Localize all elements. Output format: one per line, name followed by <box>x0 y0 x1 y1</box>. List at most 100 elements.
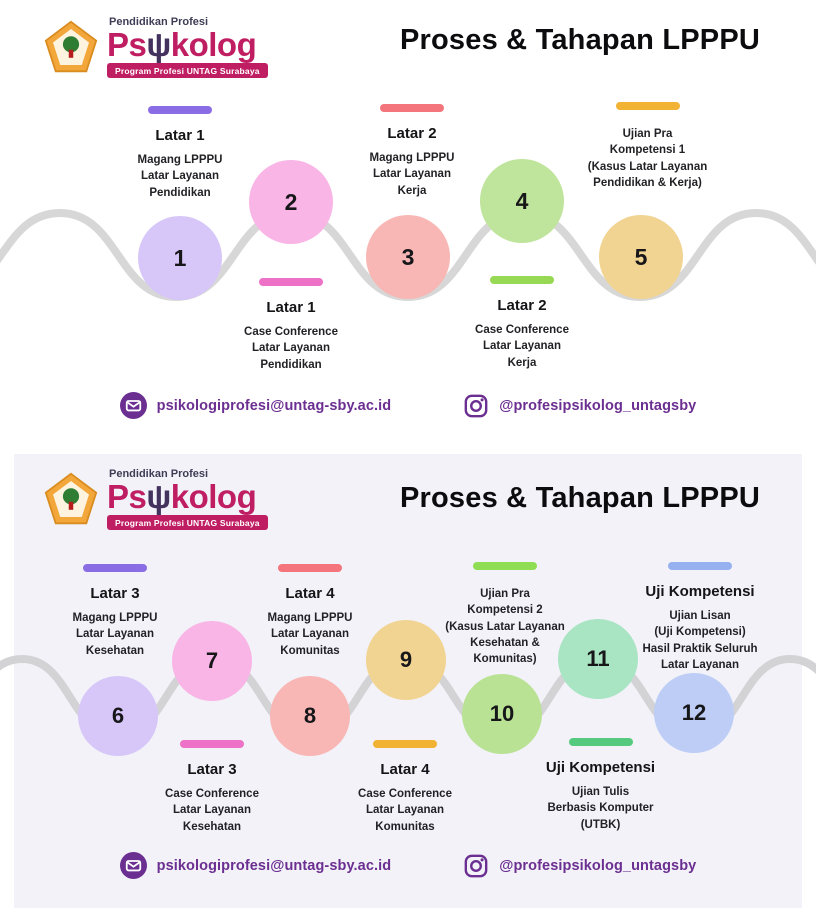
logo-tagline-top: Pendidikan Profesi <box>109 468 209 480</box>
email-text: psikologiprofesi@untag-sby.ac.id <box>156 397 392 414</box>
step-number: 10 <box>489 701 515 726</box>
logo-tagline-bottom: Program Profesi UNTAG Surabaya <box>107 63 268 78</box>
logo-tagline-top: Pendidikan Profesi <box>109 16 209 28</box>
step-label-body: Case Conference Latar Layanan Komunitas <box>358 788 452 833</box>
psi-symbol-icon: ψ <box>146 26 171 63</box>
step-label-top-5: Ujian Pra Kompetensi 1 (Kasus Latar Laya… <box>550 102 745 191</box>
step-label-bottom-9: Latar 4 Case Conference Latar Layanan Ko… <box>320 740 490 835</box>
step-circle-8: 8 <box>270 676 350 756</box>
step-number: 4 <box>515 187 529 214</box>
envelope-icon <box>119 852 147 879</box>
brand-logo: Pendidikan Profesi Ps ψ kolog Program Prof… <box>44 16 268 78</box>
logo-brand-name: Ps ψ kolog <box>107 480 268 513</box>
accent-bar <box>615 102 680 110</box>
email-contact[interactable]: psikologiprofesi@untag-sby.ac.id <box>119 392 392 419</box>
page-title: Proses & Tahapan LPPPU <box>399 482 761 514</box>
step-number: 9 <box>399 647 413 672</box>
step-label-body: Ujian Tulis Berbasis Komputer (UTBK) <box>547 786 654 831</box>
step-circle-7: 7 <box>172 621 252 701</box>
email-contact[interactable]: psikologiprofesi@untag-sby.ac.id <box>119 852 392 879</box>
infographic-panel-1: Pendidikan Profesi Ps ψ kolog Program Prof… <box>0 0 816 452</box>
step-circle-10: 10 <box>462 674 542 754</box>
instagram-contact[interactable]: @profesipsikolog_untagsby <box>463 393 696 419</box>
accent-bar <box>568 738 633 746</box>
step-circle-2: 2 <box>249 160 333 244</box>
contact-footer: psikologiprofesi@untag-sby.ac.id @profes… <box>0 852 816 879</box>
logo-brand-name: Ps ψ kolog <box>107 28 268 61</box>
step-number: 12 <box>681 700 707 725</box>
infographic-panel-2: Pendidikan Profesi Ps ψ kolog Program Prof… <box>0 452 816 908</box>
step-label-body: Magang LPPPU Latar Layanan Kesehatan <box>72 612 158 657</box>
instagram-text: @profesipsikolog_untagsby <box>499 397 697 414</box>
step-label-title: Latar 1 <box>155 127 205 144</box>
step-number: 5 <box>634 243 648 270</box>
logo-tagline-bottom: Program Profesi UNTAG Surabaya <box>107 515 268 530</box>
step-circle-6: 6 <box>78 676 158 756</box>
instagram-icon <box>464 854 488 877</box>
untag-crest-icon <box>44 472 98 525</box>
contact-footer: psikologiprofesi@untag-sby.ac.id @profes… <box>0 392 816 419</box>
step-circle-4: 4 <box>480 159 564 243</box>
step-label-title: Uji Kompetensi <box>645 583 755 600</box>
step-label-title: Latar 3 <box>90 585 140 602</box>
accent-bar <box>373 740 437 748</box>
step-label-body: Ujian Lisan (Uji Kompetensi) Hasil Prakt… <box>642 610 758 671</box>
step-label-top-1: Latar 1 Magang LPPPU Latar Layanan Pendi… <box>95 106 265 201</box>
instagram-icon <box>464 394 488 417</box>
step-label-body: Case Conference Latar Layanan Pendidikan <box>244 326 338 371</box>
logo-brand-prefix: Ps <box>107 478 147 515</box>
instagram-contact[interactable]: @profesipsikolog_untagsby <box>463 853 696 879</box>
accent-bar <box>259 278 323 286</box>
email-text: psikologiprofesi@untag-sby.ac.id <box>156 857 392 874</box>
step-label-top-12: Uji Kompetensi Ujian Lisan (Uji Kompeten… <box>608 562 792 673</box>
accent-bar <box>380 104 444 112</box>
step-label-body: Magang LPPPU Latar Layanan Kerja <box>369 152 455 197</box>
step-label-top-10: Ujian Pra Kompetensi 2 (Kasus Latar Laya… <box>415 562 595 668</box>
step-number: 3 <box>401 243 415 270</box>
step-label-body: Ujian Pra Kompetensi 2 (Kasus Latar Laya… <box>445 588 565 666</box>
step-circle-11: 11 <box>558 619 638 699</box>
step-label-title: Latar 2 <box>497 297 547 314</box>
step-number: 6 <box>111 703 125 728</box>
accent-bar <box>148 106 212 114</box>
accent-bar <box>278 564 342 572</box>
step-label-title: Latar 3 <box>187 761 237 778</box>
step-label-body: Magang LPPPU Latar Layanan Komunitas <box>267 612 353 657</box>
step-circle-1: 1 <box>138 216 222 300</box>
step-circle-3: 3 <box>366 215 450 299</box>
logo-brand-prefix: Ps <box>107 26 147 63</box>
untag-crest-icon <box>44 20 98 73</box>
step-label-top-6: Latar 3 Magang LPPPU Latar Layanan Keseh… <box>30 564 200 659</box>
step-number: 7 <box>205 648 219 673</box>
step-label-bottom-11: Uji Kompetensi Ujian Tulis Berbasis Komp… <box>513 738 688 833</box>
psi-symbol-icon: ψ <box>146 478 171 515</box>
step-circle-9: 9 <box>366 620 446 700</box>
step-label-title: Latar 1 <box>266 299 316 316</box>
step-label-body: Case Conference Latar Layanan Kerja <box>475 324 569 369</box>
step-label-body: Magang LPPPU Latar Layanan Pendidikan <box>137 154 223 199</box>
step-label-top-3: Latar 2 Magang LPPPU Latar Layanan Kerja <box>327 104 497 199</box>
accent-bar <box>180 740 244 748</box>
step-number: 8 <box>303 703 317 728</box>
logo-brand-suffix: kolog <box>170 478 257 515</box>
envelope-icon <box>119 392 147 419</box>
instagram-text: @profesipsikolog_untagsby <box>499 857 697 874</box>
step-label-bottom-2: Latar 1 Case Conference Latar Layanan Pe… <box>206 278 376 373</box>
page-title: Proses & Tahapan LPPPU <box>399 24 761 56</box>
step-label-bottom-7: Latar 3 Case Conference Latar Layanan Ke… <box>127 740 297 835</box>
step-label-body: Case Conference Latar Layanan Kesehatan <box>165 788 259 833</box>
step-label-body: Ujian Pra Kompetensi 1 (Kasus Latar Laya… <box>587 128 708 189</box>
step-number: 2 <box>284 188 298 215</box>
accent-bar <box>668 562 732 570</box>
step-circle-12: 12 <box>654 673 734 753</box>
accent-bar <box>490 276 554 284</box>
logo-brand-suffix: kolog <box>170 26 257 63</box>
step-label-title: Latar 2 <box>387 125 437 142</box>
step-label-title: Latar 4 <box>285 585 335 602</box>
step-label-bottom-4: Latar 2 Case Conference Latar Layanan Ke… <box>437 276 607 371</box>
step-number: 11 <box>586 646 610 671</box>
step-label-top-8: Latar 4 Magang LPPPU Latar Layanan Komun… <box>225 564 395 659</box>
step-label-title: Latar 4 <box>380 761 430 778</box>
brand-logo: Pendidikan Profesi Ps ψ kolog Program Prof… <box>44 468 268 530</box>
step-label-title: Uji Kompetensi <box>545 759 656 776</box>
